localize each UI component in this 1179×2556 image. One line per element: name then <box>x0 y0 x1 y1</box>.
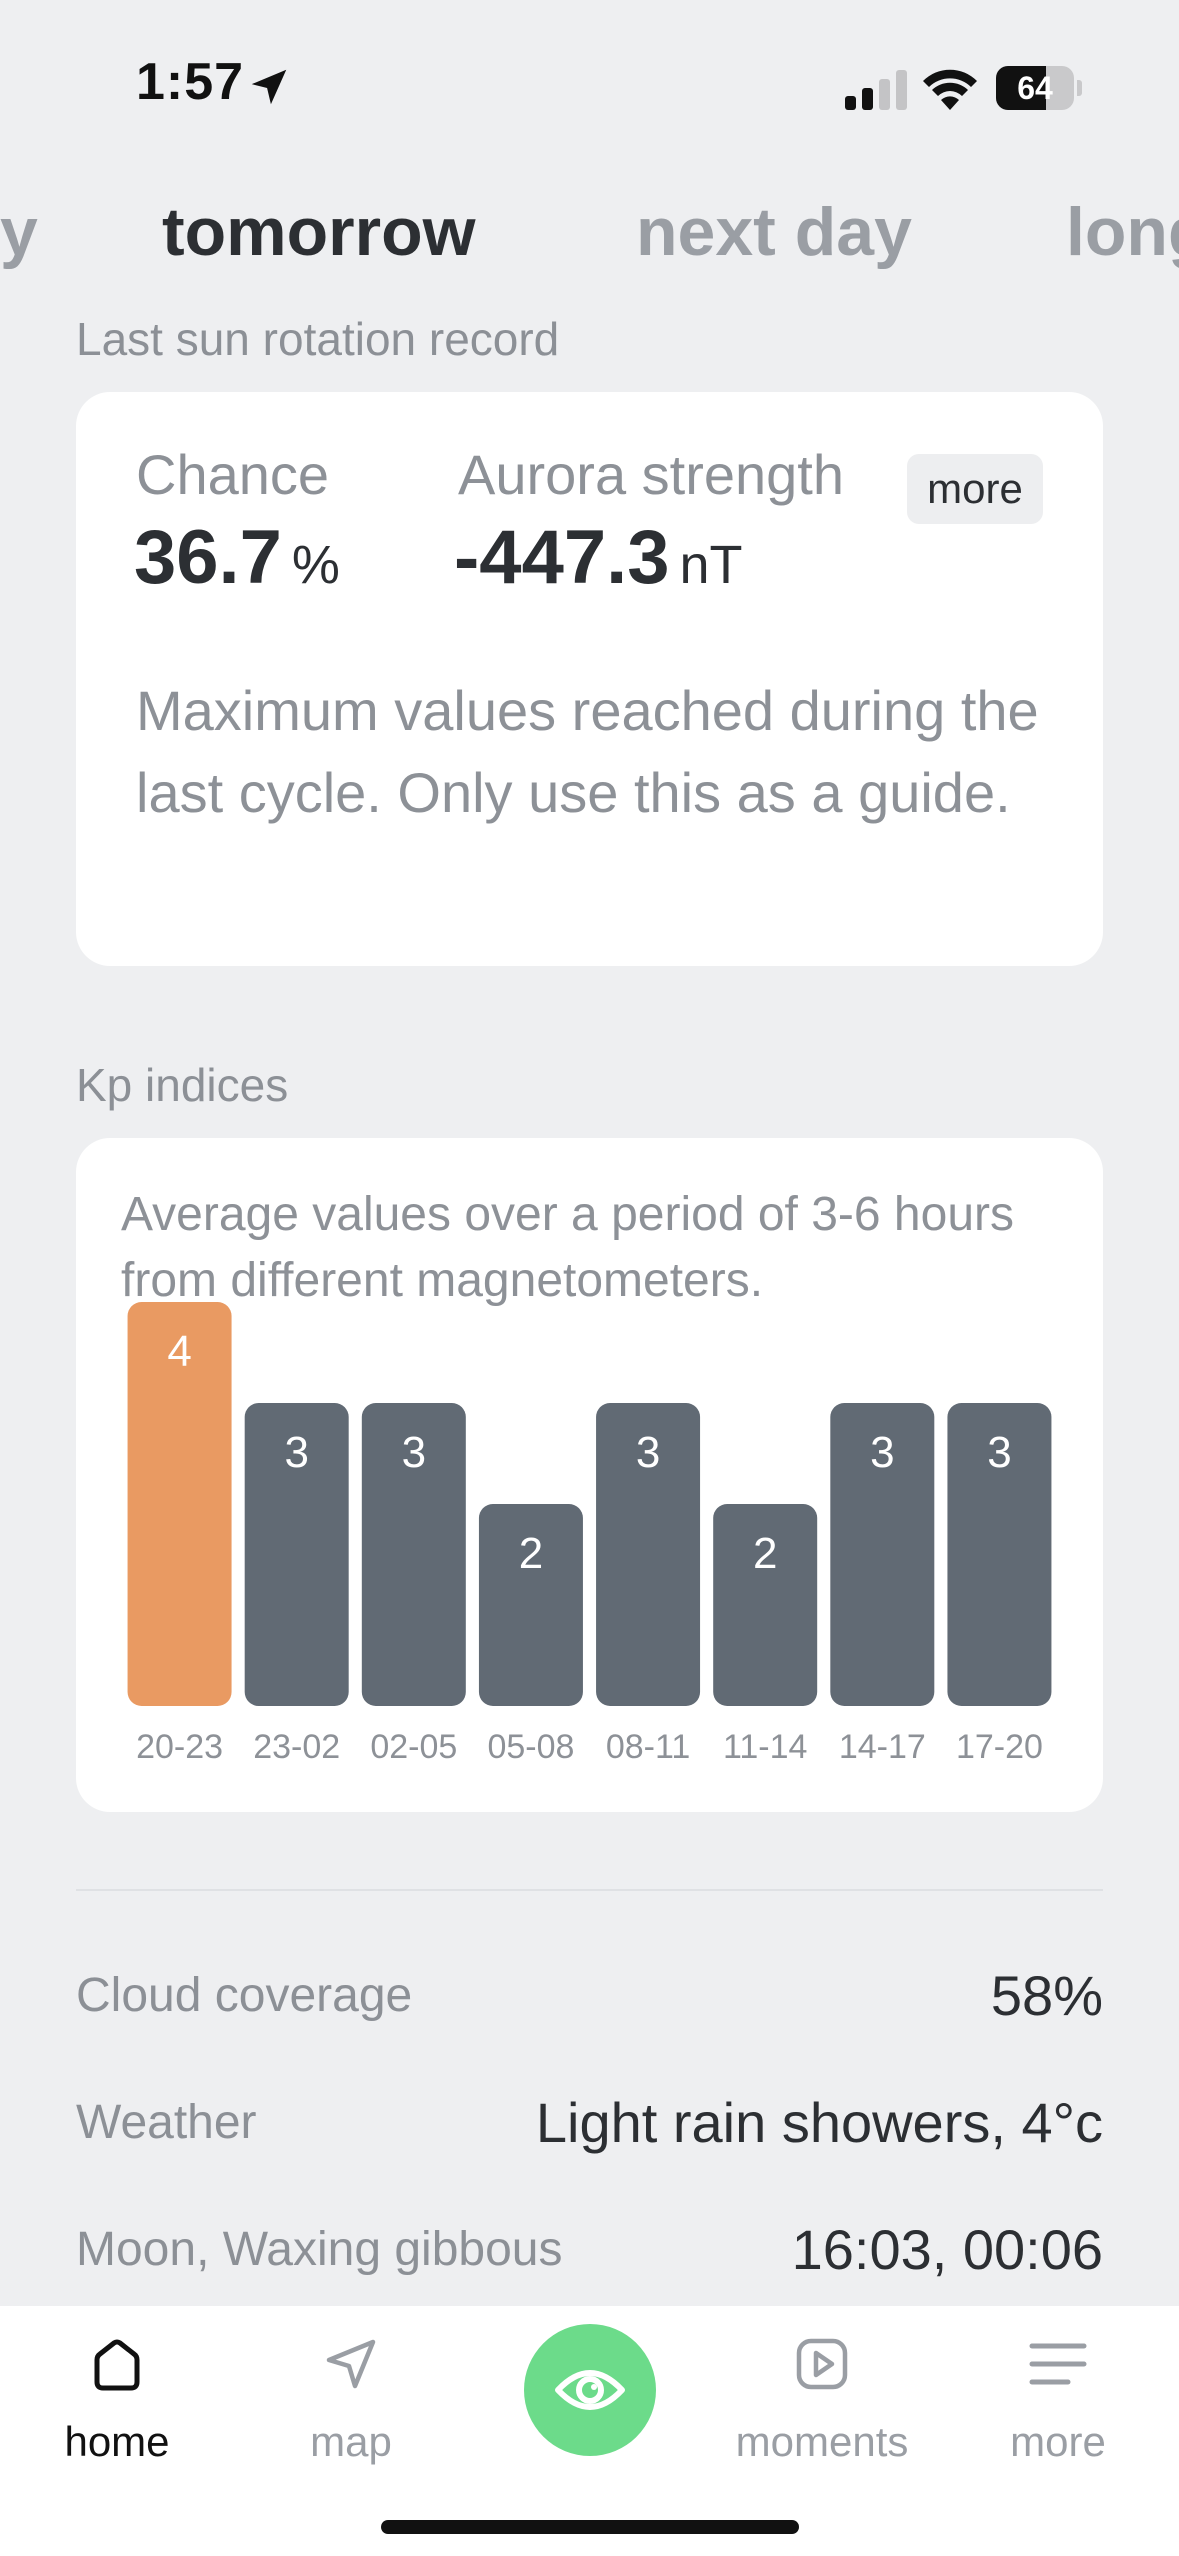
location-arrow-icon <box>251 69 287 105</box>
kp-bar-value-label: 3 <box>402 1428 426 1477</box>
kp-bar <box>244 1403 349 1706</box>
home-indicator <box>381 2520 799 2534</box>
tab-tomorrow[interactable]: tomorrow <box>162 194 476 270</box>
weather-value: Light rain showers, 4°c <box>535 2091 1103 2154</box>
tab-home[interactable]: home <box>17 2326 217 2476</box>
tab-map[interactable]: map <box>251 2326 451 2476</box>
home-icon <box>94 2339 140 2391</box>
weather-label: Weather <box>76 2096 257 2149</box>
tab-next-day[interactable]: next day <box>636 194 912 270</box>
play-video-icon <box>796 2338 848 2390</box>
kp-section-label: Kp indices <box>76 1059 289 1111</box>
tab-moments[interactable]: moments <box>722 2326 922 2476</box>
divider <box>76 1889 1103 1891</box>
kp-bar-value-label: 2 <box>753 1529 777 1578</box>
aurora-strength-unit: nT <box>679 535 743 595</box>
kp-bar-chart: 4 20-23 3 23-02 3 02-05 2 05-08 3 08-11 2 11-14 3 14-… <box>127 1302 1052 1766</box>
cloud-coverage-label: Cloud coverage <box>76 1969 413 2022</box>
kp-time-label: 14-17 <box>839 1728 926 1766</box>
kp-bar-value-label: 3 <box>870 1428 894 1477</box>
tab-today[interactable]: y <box>0 194 38 270</box>
kp-bar <box>713 1504 818 1706</box>
tab-home-label: home <box>64 2418 170 2465</box>
tab-long-term[interactable]: long <box>1066 194 1179 270</box>
chance-value: 36.7% <box>134 515 340 600</box>
kp-card: Average values over a period of 3-6 hour… <box>76 1138 1103 1812</box>
tab-more-label: more <box>1010 2418 1106 2465</box>
eye-icon <box>555 2370 625 2410</box>
kp-bar <box>830 1403 935 1706</box>
status-time: 1:57 <box>136 53 245 111</box>
kp-bar <box>596 1403 701 1706</box>
cloud-coverage-row: Cloud coverage 58% <box>76 1956 1103 2036</box>
kp-time-label: 23-02 <box>253 1728 340 1766</box>
kp-bar <box>127 1302 232 1706</box>
battery-level: 64 <box>1017 70 1053 106</box>
kp-bar <box>361 1403 466 1706</box>
kp-time-label: 11-14 <box>723 1728 807 1766</box>
kp-time-label: 02-05 <box>370 1728 457 1766</box>
cloud-coverage-value: 58% <box>990 1964 1103 2027</box>
kp-bar-value-label: 3 <box>636 1428 660 1477</box>
moon-row: Moon, Waxing gibbous 16:03, 00:06 <box>76 2210 1103 2290</box>
status-bar: 1:57 64 <box>0 0 1179 170</box>
kp-bar-value-label: 4 <box>167 1327 191 1376</box>
chance-unit: % <box>291 535 340 595</box>
kp-time-label: 08-11 <box>606 1728 690 1766</box>
tab-moments-label: moments <box>735 2418 909 2465</box>
kp-bar <box>478 1504 583 1706</box>
bottom-tab-bar: home map moments more <box>0 2306 1179 2556</box>
kp-time-label: 17-20 <box>956 1728 1043 1766</box>
kp-bar-value-label: 2 <box>519 1529 543 1578</box>
kp-bar <box>947 1403 1052 1706</box>
sun-rotation-section-label: Last sun rotation record <box>76 313 560 365</box>
weather-row: Weather Light rain showers, 4°c <box>76 2083 1103 2163</box>
battery-icon: 64 <box>996 66 1082 110</box>
moon-value: 16:03, 00:06 <box>791 2218 1103 2281</box>
tab-more[interactable]: more <box>958 2326 1158 2476</box>
kp-description: Average values over a period of 3-6 hour… <box>121 1188 1014 1307</box>
kp-bar-value-label: 3 <box>987 1428 1011 1477</box>
moon-label: Moon, Waxing gibbous <box>76 2223 563 2276</box>
more-button[interactable]: more <box>907 454 1043 524</box>
cellular-signal-icon <box>845 70 907 110</box>
aurora-camera-button[interactable] <box>524 2324 656 2456</box>
chance-label: Chance <box>136 443 330 506</box>
navigation-arrow-icon <box>326 2339 376 2389</box>
sun-rotation-description: Maximum values reached during the last c… <box>136 679 1039 824</box>
sun-rotation-card: Chance 36.7% Aurora strength -447.3 nT mo… <box>76 392 1103 966</box>
wifi-icon <box>923 69 977 110</box>
aurora-strength-label: Aurora strength <box>458 443 844 506</box>
day-tabs: y tomorrow next day long <box>0 182 1179 282</box>
menu-icon <box>1029 2343 1087 2385</box>
tab-map-label: map <box>310 2418 392 2465</box>
aurora-strength-value: -447.3 nT <box>454 515 743 600</box>
kp-time-label: 20-23 <box>136 1728 223 1766</box>
kp-bar-value-label: 3 <box>284 1428 308 1477</box>
kp-time-label: 05-08 <box>487 1728 574 1766</box>
